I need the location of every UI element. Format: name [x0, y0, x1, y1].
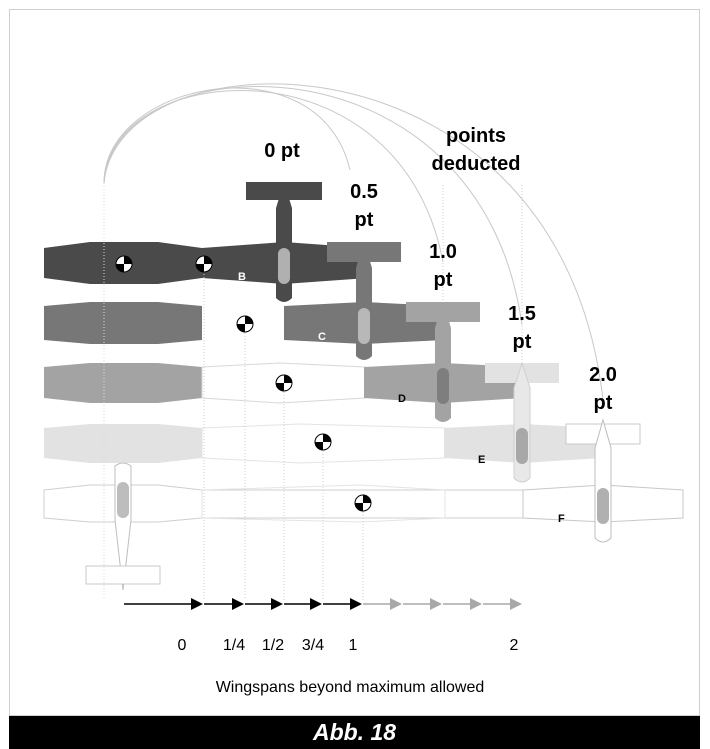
- caption-bar: Abb. 18: [9, 716, 700, 749]
- tick-label-1: 1: [349, 637, 358, 654]
- points-e-line-1: 1.5: [508, 303, 536, 325]
- points-c-line-1: 0.5: [350, 181, 378, 203]
- points-b: 0 pt: [264, 140, 300, 162]
- axis-arrows: [124, 598, 522, 610]
- arc-to-e: [103, 86, 523, 326]
- plane-label-f: F: [558, 513, 565, 525]
- tick-label-2: 2: [510, 637, 519, 654]
- ref-wing-e: [44, 424, 202, 463]
- header-line-1: points: [446, 125, 506, 147]
- plane-f: [522, 418, 684, 543]
- points-d-line-2: pt: [434, 269, 453, 291]
- plane-d: [364, 302, 523, 422]
- points-c-line-2: pt: [355, 209, 374, 231]
- cg-icon: [314, 433, 332, 451]
- points-f-line-2: pt: [594, 392, 613, 414]
- plane-labels: B C D E F: [238, 271, 565, 525]
- plane-label-e: E: [478, 454, 485, 466]
- axis-title: Wingspans beyond maximum allowed: [216, 679, 485, 696]
- plane-c: [284, 242, 444, 360]
- arc-to-f: [103, 83, 604, 401]
- wingspan-diagram: B C D E F points deducted 0 pt 0.5 pt 1.…: [43, 83, 684, 696]
- plane-label-b: B: [238, 271, 246, 283]
- cg-icon: [115, 255, 133, 273]
- points-d-line-1: 1.0: [429, 241, 457, 263]
- points-e-line-2: pt: [513, 331, 532, 353]
- reference-plane: [85, 462, 161, 591]
- diagram-frame: [9, 9, 700, 716]
- plane-label-c: C: [318, 331, 326, 343]
- plane-e: [444, 361, 602, 483]
- plane-b: [202, 182, 368, 302]
- header-line-2: deducted: [432, 153, 521, 175]
- tick-label-half: 1/2: [262, 637, 284, 654]
- points-f-line-1: 2.0: [589, 364, 617, 386]
- cg-icon: [275, 374, 293, 392]
- cg-icon: [236, 315, 254, 333]
- connector-arcs: [103, 83, 604, 401]
- ref-wing-c: [44, 302, 202, 344]
- figure-caption: Abb. 18: [312, 719, 397, 745]
- ref-wing-d: [44, 363, 202, 403]
- points-labels: points deducted 0 pt 0.5 pt 1.0 pt 1.5 p…: [264, 125, 617, 414]
- cg-icon: [354, 494, 372, 512]
- tick-label-0: 0: [178, 637, 187, 654]
- tick-label-quarter: 1/4: [223, 637, 245, 654]
- cg-icon: [195, 255, 213, 273]
- plane-label-d: D: [398, 393, 406, 405]
- guide-lines: [103, 183, 523, 600]
- arc-to-d: [103, 89, 444, 263]
- tick-labels: 0 1/4 1/2 3/4 1 2: [178, 637, 519, 654]
- tick-label-three-quarter: 3/4: [302, 637, 324, 654]
